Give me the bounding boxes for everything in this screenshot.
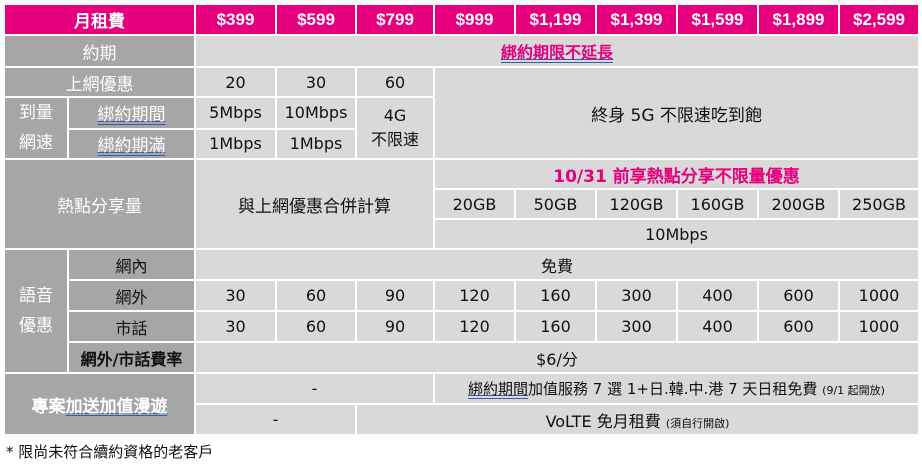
after-contract-label: 綁約期滿 (67, 127, 196, 160)
price-1199: $1,199 (514, 3, 597, 36)
price-599: $599 (275, 3, 357, 36)
offnet-599: 60 (275, 279, 357, 312)
landline-1199: 160 (514, 310, 597, 343)
voice-offnet-row: 網外 30 60 90 120 160 300 400 600 1000 (4, 279, 920, 312)
speed-group-line1: 到量 (19, 103, 53, 123)
offnet-label: 網外 (67, 279, 196, 312)
during-speed-399: 5Mbps (194, 96, 277, 130)
landline-1599: 400 (676, 310, 759, 343)
price-399: $399 (194, 3, 277, 36)
internet-offer-label: 上網優惠 (3, 66, 196, 98)
contract-period-speed-row: 到量網速 綁約期間 5Mbps 10Mbps 4G 不限速 (3, 96, 919, 160)
offnet-1199: 160 (514, 279, 597, 312)
hotspot-combined-cell: 與上網優惠合併計算 (194, 158, 435, 250)
hotspot-speed-row: 10Mbps (4, 218, 920, 250)
landline-2599: 1000 (838, 310, 920, 343)
unlimited-5g-prefix: 終身 5G 不限速吃到飽 (591, 105, 762, 126)
addon-dash-1: - (194, 372, 435, 405)
addon-volte-row: - VoLTE 免月租費 (須自行開啟) (4, 403, 920, 436)
offnet-399: 30 (194, 279, 277, 312)
hotspot-1199: 50GB (514, 188, 597, 220)
unlimited-5g-cell: 終身 5G 不限速吃到飽 (433, 66, 920, 160)
hotspot-2599: 250GB (838, 188, 920, 220)
volte-offer: VoLTE 免月租費 (須自行開啟) (355, 403, 920, 436)
voice-onnet-row: 語音優惠 網內 免費 (3, 248, 920, 374)
voice-group-line2: 優惠 (19, 316, 53, 336)
contract-value: 綁約期限不延長 (194, 34, 920, 68)
addon-label: 專案加送加值漫遊 (3, 372, 196, 436)
after-contract-label-text: 綁約期滿 (97, 136, 166, 157)
4g-line2: 不限速 (370, 130, 419, 149)
hotspot-1899: 200GB (757, 188, 840, 220)
after-speed-399: 1Mbps (194, 127, 277, 160)
volte-text: VoLTE 免月租費 (545, 411, 661, 431)
internet-offer-599: 30 (275, 66, 357, 98)
rate-value: $6/分 (194, 341, 920, 374)
price-1399: $1,399 (595, 3, 678, 36)
during-contract-label-text: 綁約期間 (97, 105, 166, 126)
addon-dash-2: - (194, 403, 357, 436)
offnet-799: 90 (355, 279, 435, 312)
offnet-1399: 300 (595, 279, 678, 312)
landline-label: 市話 (67, 310, 196, 343)
landline-399: 30 (194, 310, 277, 343)
after-speed-599: 1Mbps (275, 127, 357, 160)
voice-rate-row: 網外/市話費率 $6/分 (4, 341, 920, 374)
monthly-fee-label: 月租費 (3, 3, 196, 36)
price-799: $799 (355, 3, 435, 36)
voice-group-label: 語音 優惠 (3, 248, 69, 374)
hotspot-promo-text: 10/31 前享熱點分享不限量優惠 (433, 158, 920, 190)
offnet-1899: 600 (757, 279, 840, 312)
landline-999: 120 (433, 310, 516, 343)
onnet-value: 免費 (194, 248, 920, 281)
addon-roaming-row: 專案加送加值漫遊 - 綁約期間加值服務 7 選 1+日.韓.中.港 7 天日租免… (3, 372, 920, 436)
4g-unlimited-cell: 4G 不限速 (355, 96, 435, 160)
internet-offer-399: 20 (194, 66, 277, 98)
hotspot-promo-row: 熱點分享量 與上網優惠合併計算 10/31 前享熱點分享不限量優惠 (3, 158, 920, 250)
roaming-offer: 綁約期間加值服務 7 選 1+日.韓.中.港 7 天日租免費 (9/1 起開放) (433, 372, 920, 405)
hotspot-label: 熱點分享量 (3, 158, 196, 250)
price-2599: $2,599 (838, 3, 920, 36)
addon-label-suffix: 漫遊 (133, 396, 168, 417)
landline-799: 90 (355, 310, 435, 343)
contract-row: 約期 綁約期限不延長 (3, 34, 920, 68)
addon-label-mid2: 加值 (99, 396, 134, 417)
roaming-note: (9/1 起開放) (822, 384, 885, 397)
rate-label: 網外/市話費率 (67, 341, 196, 374)
offnet-2599: 1000 (838, 279, 920, 312)
hotspot-999: 20GB (433, 188, 516, 220)
roaming-text: 加值服務 7 選 1+日.韓.中.港 7 天日租免費 (528, 380, 818, 398)
during-speed-599: 10Mbps (275, 96, 357, 130)
contract-value-text: 綁約期限不延長 (500, 43, 613, 62)
landline-599: 60 (275, 310, 357, 343)
addon-label-prefix: 專案 (31, 396, 66, 417)
speed-group-line2: 網速 (19, 133, 53, 153)
roaming-prefix: 綁約期間 (468, 380, 529, 398)
voice-group-line1: 語音 (19, 286, 53, 306)
hotspot-1399: 120GB (595, 188, 678, 220)
contract-label: 約期 (3, 34, 196, 68)
hotspot-speed-value: 10Mbps (433, 218, 920, 250)
internet-offer-799: 60 (355, 66, 435, 98)
volte-note: (須自行開啟) (665, 416, 730, 430)
hotspot-values-row: 20GB 50GB 120GB 160GB 200GB 250GB (4, 188, 920, 220)
price-header-row: 月租費 $399 $599 $799 $999 $1,199 $1,399 $1… (3, 3, 920, 36)
hotspot-1599: 160GB (676, 188, 759, 220)
addon-label-mid1: 加送 (65, 396, 100, 417)
speed-group-label: 到量 網速 (3, 96, 69, 160)
price-999: $999 (433, 3, 516, 36)
4g-line1: 4G (383, 106, 407, 125)
price-1599: $1,599 (676, 3, 759, 36)
offnet-1599: 400 (676, 279, 759, 312)
price-1899: $1,899 (757, 3, 840, 36)
landline-1399: 300 (595, 310, 678, 343)
landline-1899: 600 (757, 310, 840, 343)
during-contract-label: 綁約期間 (67, 96, 196, 130)
onnet-label: 網內 (67, 248, 196, 281)
internet-offer-row: 上網優惠 20 30 60 終身 5G 不限速吃到飽 (3, 66, 920, 160)
plan-comparison-table: 月租費 $399 $599 $799 $999 $1,199 $1,399 $1… (3, 3, 920, 436)
footnote: * 限尚未符合續約資格的老客戶 (6, 443, 214, 461)
offnet-999: 120 (433, 279, 516, 312)
voice-landline-row: 市話 30 60 90 120 160 300 400 600 1000 (4, 310, 920, 343)
